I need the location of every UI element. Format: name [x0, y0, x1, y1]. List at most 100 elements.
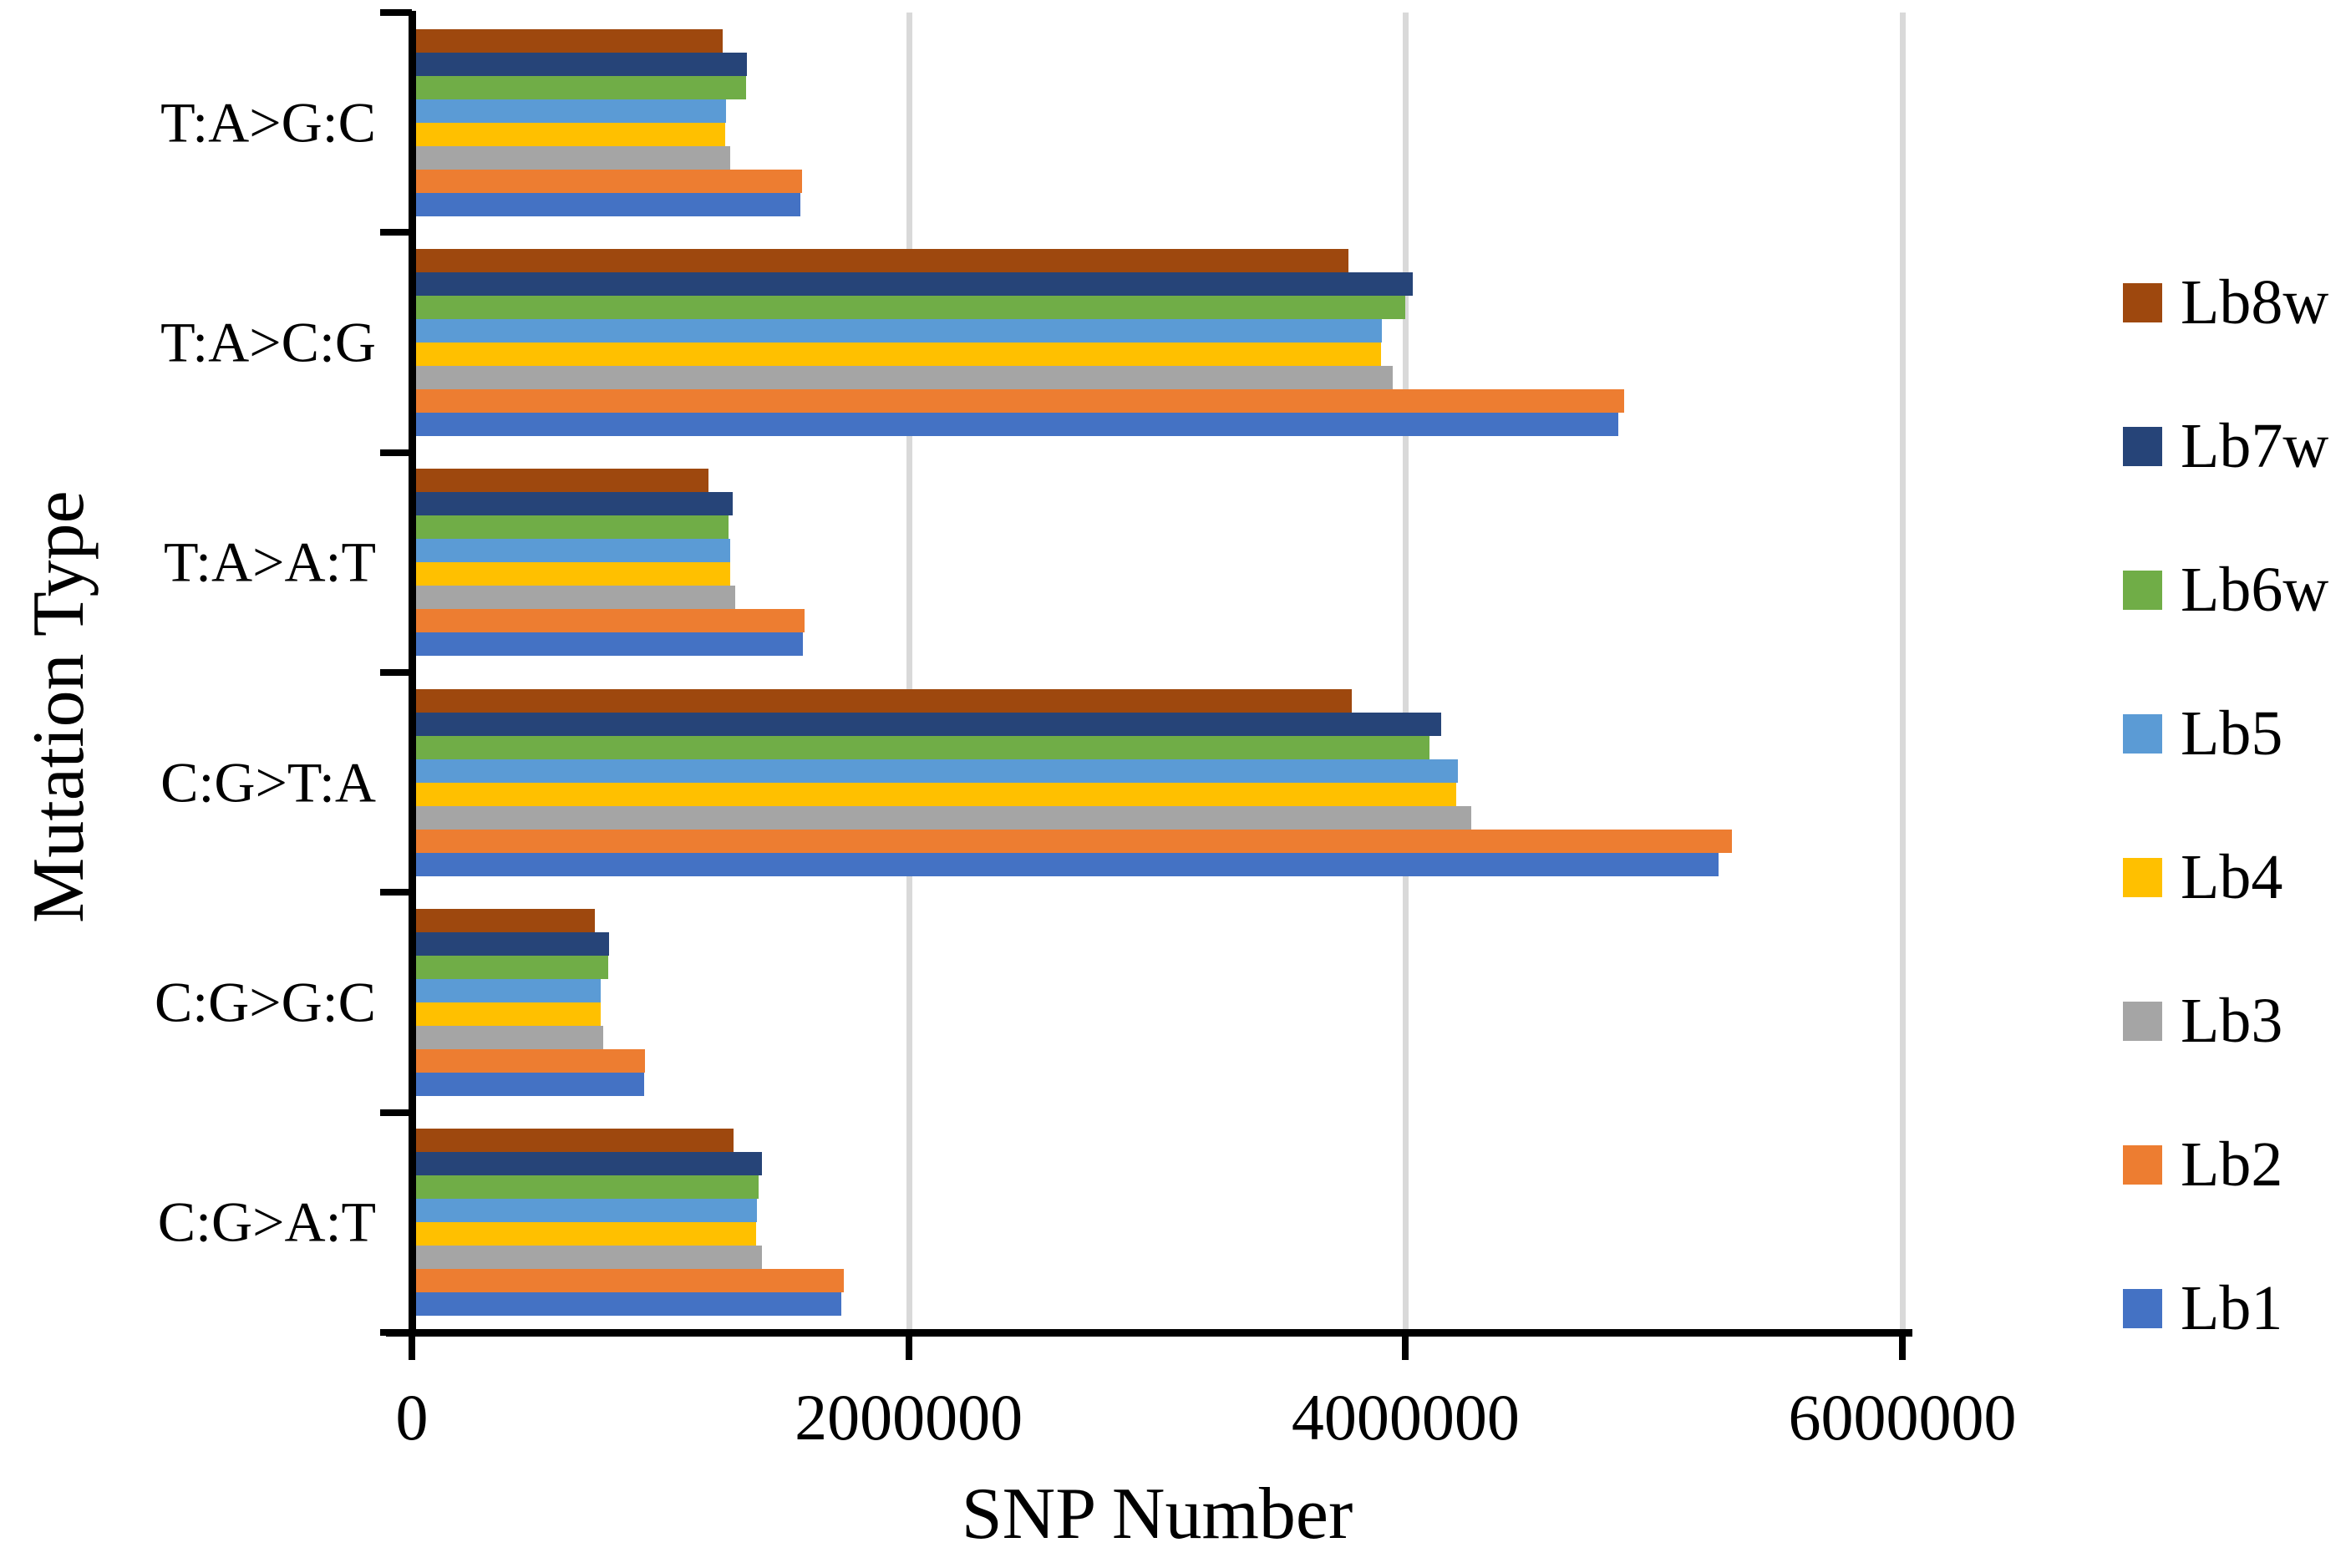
y-tick-3	[380, 669, 412, 676]
bar-Lb1-T:A>G:C	[412, 192, 801, 216]
bar-Lb5-C:G>A:T	[412, 1199, 758, 1223]
legend-label-Lb5: Lb5	[2181, 698, 2283, 769]
x-tick-label-4000000: 4000000	[1291, 1381, 1520, 1454]
category-label-C:G>T:A: C:G>T:A	[160, 750, 376, 814]
y-tick-2	[380, 449, 412, 456]
y-tick-0	[380, 9, 412, 16]
bar-Lb3-C:G>T:A	[412, 805, 1472, 830]
legend-item-Lb8w: Lb8w	[2123, 267, 2329, 337]
bar-Lb1-T:A>C:G	[412, 413, 1618, 436]
bar-Lb5-T:A>C:G	[412, 319, 1383, 343]
bar-Lb5-C:G>G:C	[412, 979, 601, 1002]
bar-Lb7w-T:A>C:G	[412, 272, 1414, 296]
legend-label-Lb1: Lb1	[2181, 1273, 2283, 1343]
legend-swatch-Lb8w	[2123, 282, 2162, 322]
bar-Lb8w-C:G>T:A	[412, 688, 1353, 713]
bar-Lb4-T:A>A:T	[412, 562, 730, 586]
x-tick-label-6000000: 6000000	[1788, 1381, 2017, 1454]
legend-item-Lb4: Lb4	[2123, 842, 2328, 912]
legend-swatch-Lb6w	[2123, 570, 2162, 610]
bar-Lb5-T:A>A:T	[412, 539, 730, 563]
bar-Lb8w-T:A>A:T	[412, 469, 709, 493]
plot-area	[412, 13, 1902, 1332]
category-label-C:G>A:T: C:G>A:T	[157, 1190, 376, 1254]
bar-Lb4-T:A>C:G	[412, 343, 1381, 366]
bar-Lb2-C:G>G:C	[412, 1049, 646, 1073]
bar-Lb2-T:A>A:T	[412, 609, 805, 633]
legend-label-Lb8w: Lb8w	[2181, 267, 2329, 337]
bar-Lb6w-C:G>A:T	[412, 1175, 759, 1200]
bar-Lb4-C:G>A:T	[412, 1222, 756, 1246]
bar-Lb6w-T:A>G:C	[412, 75, 746, 99]
legend-label-Lb3: Lb3	[2181, 986, 2283, 1056]
y-axis-line	[409, 11, 416, 1337]
bar-Lb7w-T:A>G:C	[412, 52, 748, 76]
category-label-T:A>C:G: T:A>C:G	[160, 310, 376, 374]
bar-Lb6w-C:G>T:A	[412, 735, 1429, 759]
bar-Lb5-C:G>T:A	[412, 759, 1458, 783]
x-tick-2000000	[905, 1332, 912, 1360]
bar-Lb4-C:G>G:C	[412, 1002, 601, 1026]
category-label-T:A>A:T: T:A>A:T	[163, 530, 376, 594]
legend-item-Lb5: Lb5	[2123, 698, 2328, 769]
bar-Lb2-T:A>C:G	[412, 389, 1624, 413]
gridline-x-2000000	[906, 13, 912, 1332]
category-label-C:G>G:C: C:G>G:C	[154, 970, 376, 1034]
gridline-x-6000000	[1900, 13, 1906, 1332]
bar-Lb7w-C:G>T:A	[412, 712, 1442, 736]
legend-item-Lb3: Lb3	[2123, 986, 2328, 1056]
y-tick-1	[380, 229, 412, 236]
x-tick-label-2000000: 2000000	[795, 1381, 1023, 1454]
y-tick-6	[380, 1329, 412, 1336]
bar-Lb6w-T:A>A:T	[412, 515, 729, 540]
bar-Lb6w-T:A>C:G	[412, 296, 1406, 319]
legend-label-Lb4: Lb4	[2181, 842, 2283, 912]
bar-Lb3-T:A>G:C	[412, 145, 730, 170]
legend-swatch-Lb4	[2123, 857, 2162, 897]
bar-Lb3-C:G>G:C	[412, 1026, 603, 1049]
bar-Lb8w-C:G>G:C	[412, 909, 595, 932]
legend-label-Lb6w: Lb6w	[2181, 555, 2329, 625]
bar-Lb1-T:A>A:T	[412, 632, 804, 657]
x-tick-6000000	[1899, 1332, 1906, 1360]
bar-Lb2-T:A>G:C	[412, 169, 802, 193]
bar-Lb3-T:A>A:T	[412, 586, 735, 610]
y-tick-4	[380, 889, 412, 896]
legend-item-Lb6w: Lb6w	[2123, 555, 2329, 625]
legend-label-Lb7w: Lb7w	[2181, 411, 2329, 481]
bar-Lb4-T:A>G:C	[412, 122, 725, 146]
y-tick-5	[380, 1109, 412, 1116]
legend-swatch-Lb3	[2123, 1001, 2162, 1041]
bar-Lb1-C:G>A:T	[412, 1292, 842, 1317]
legend-swatch-Lb2	[2123, 1144, 2162, 1185]
legend: Lb8w Lb7w Lb6w Lb5 Lb4 Lb3 Lb2 Lb1	[2123, 267, 2329, 1432]
category-label-T:A>G:C: T:A>G:C	[160, 90, 376, 155]
bar-Lb7w-T:A>A:T	[412, 492, 733, 516]
bar-Lb3-T:A>C:G	[412, 366, 1394, 389]
bar-Lb6w-C:G>G:C	[412, 956, 608, 979]
bar-Lb4-C:G>T:A	[412, 782, 1457, 806]
legend-item-Lb2: Lb2	[2123, 1129, 2328, 1200]
bar-Lb3-C:G>A:T	[412, 1246, 763, 1270]
bar-Lb1-C:G>G:C	[412, 1073, 644, 1096]
legend-item-Lb7w: Lb7w	[2123, 411, 2329, 481]
legend-label-Lb2: Lb2	[2181, 1129, 2283, 1200]
x-axis-title: SNP Number	[961, 1474, 1353, 1555]
x-tick-0	[409, 1332, 415, 1360]
legend-swatch-Lb7w	[2123, 426, 2162, 466]
x-axis-line	[386, 1329, 1912, 1337]
bar-Lb2-C:G>T:A	[412, 829, 1733, 853]
bar-Lb8w-T:A>G:C	[412, 28, 723, 53]
bar-Lb7w-C:G>G:C	[412, 932, 610, 956]
bar-Lb2-C:G>A:T	[412, 1269, 845, 1293]
bar-Lb8w-T:A>C:G	[412, 249, 1348, 272]
x-tick-label-0: 0	[395, 1381, 429, 1454]
legend-swatch-Lb1	[2123, 1288, 2162, 1328]
legend-item-Lb1: Lb1	[2123, 1273, 2328, 1343]
gridline-x-4000000	[1403, 13, 1409, 1332]
bar-Lb7w-C:G>A:T	[412, 1152, 763, 1176]
legend-swatch-Lb5	[2123, 713, 2162, 754]
bar-Lb1-C:G>T:A	[412, 852, 1719, 876]
bar-Lb5-T:A>G:C	[412, 99, 727, 123]
